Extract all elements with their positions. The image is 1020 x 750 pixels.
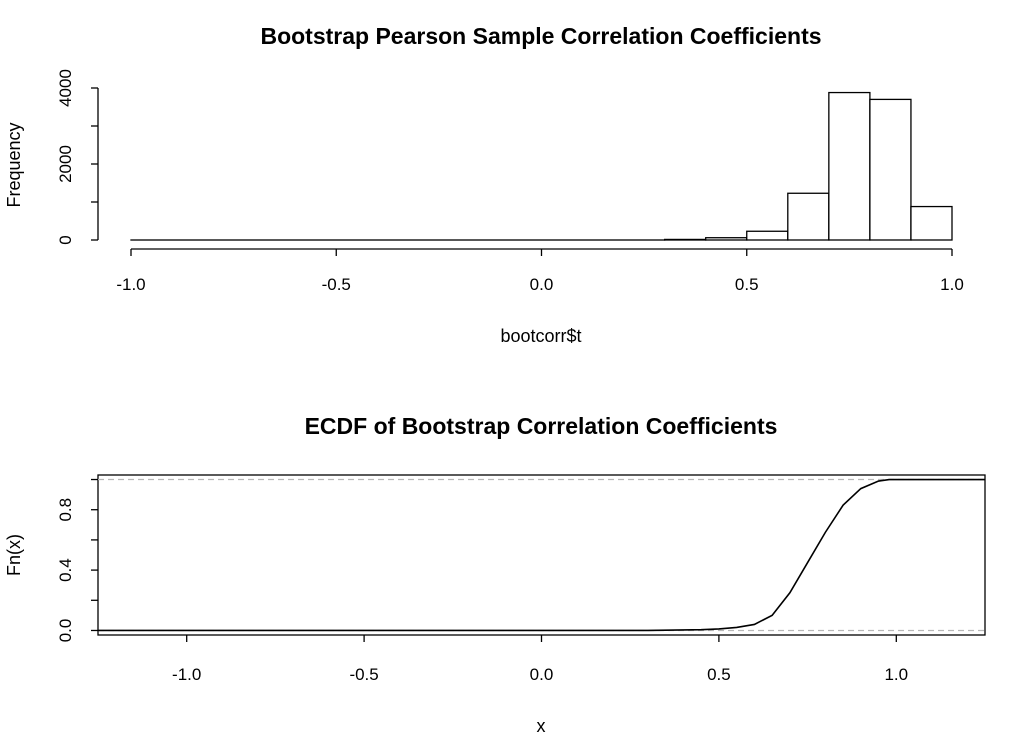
histogram-panel: Bootstrap Pearson Sample Correlation Coe…	[4, 23, 964, 346]
histogram-y-axis: 0 2000 4000	[56, 69, 99, 245]
histogram-bar-4	[787, 192, 830, 241]
ecdf-panel: ECDF of Bootstrap Correlation Coefficien…	[4, 413, 986, 736]
ecdf-x-tick-label-2: 0.0	[530, 665, 554, 684]
histogram-bars	[130, 91, 953, 241]
histogram-bar-6	[869, 98, 912, 241]
ecdf-curve-0	[98, 478, 985, 632]
histogram-bar-5	[828, 91, 871, 241]
histogram-xlabel: bootcorr$t	[500, 326, 581, 346]
histogram-bar-1	[664, 238, 707, 241]
histogram-x-tick-label-1: -0.5	[322, 275, 351, 294]
ecdf-y-axis: 0.0 0.4 0.8	[56, 478, 98, 643]
histogram-y-tick-label-0: 0	[56, 235, 75, 244]
histogram-bar-7	[910, 205, 953, 241]
histogram-bar-3	[746, 230, 789, 241]
ecdf-reference-lines	[98, 478, 985, 632]
histogram-y-tick-label-2: 4000	[56, 69, 75, 107]
ecdf-y-tick-label-0: 0.0	[56, 619, 75, 643]
histogram-ylabel: Frequency	[4, 122, 24, 207]
ecdf-ylabel: Fn(x)	[4, 534, 24, 576]
ecdf-plot-box	[97, 474, 986, 636]
ecdf-y-tick-label-1: 0.4	[56, 558, 75, 582]
histogram-y-tick-label-1: 2000	[56, 145, 75, 183]
histogram-x-tick-label-2: 0.0	[530, 275, 554, 294]
histogram-x-tick-label-4: 1.0	[940, 275, 964, 294]
ecdf-x-axis: -1.0 -0.5 0.0 0.5 1.0	[172, 635, 908, 684]
histogram-title: Bootstrap Pearson Sample Correlation Coe…	[260, 23, 821, 49]
ecdf-title: ECDF of Bootstrap Correlation Coefficien…	[305, 413, 778, 439]
ecdf-x-tick-label-1: -0.5	[349, 665, 378, 684]
ecdf-x-tick-label-3: 0.5	[707, 665, 731, 684]
ecdf-x-tick-label-4: 1.0	[884, 665, 908, 684]
histogram-x-axis: -1.0 -0.5 0.0 0.5 1.0	[116, 248, 964, 294]
histogram-x-tick-label-0: -1.0	[116, 275, 145, 294]
ecdf-curve-group	[98, 478, 985, 632]
ecdf-xlabel: x	[537, 716, 546, 736]
histogram-bar-2	[705, 237, 748, 241]
histogram-x-tick-label-3: 0.5	[735, 275, 759, 294]
ecdf-x-tick-label-0: -1.0	[172, 665, 201, 684]
ecdf-y-tick-label-2: 0.8	[56, 498, 75, 522]
